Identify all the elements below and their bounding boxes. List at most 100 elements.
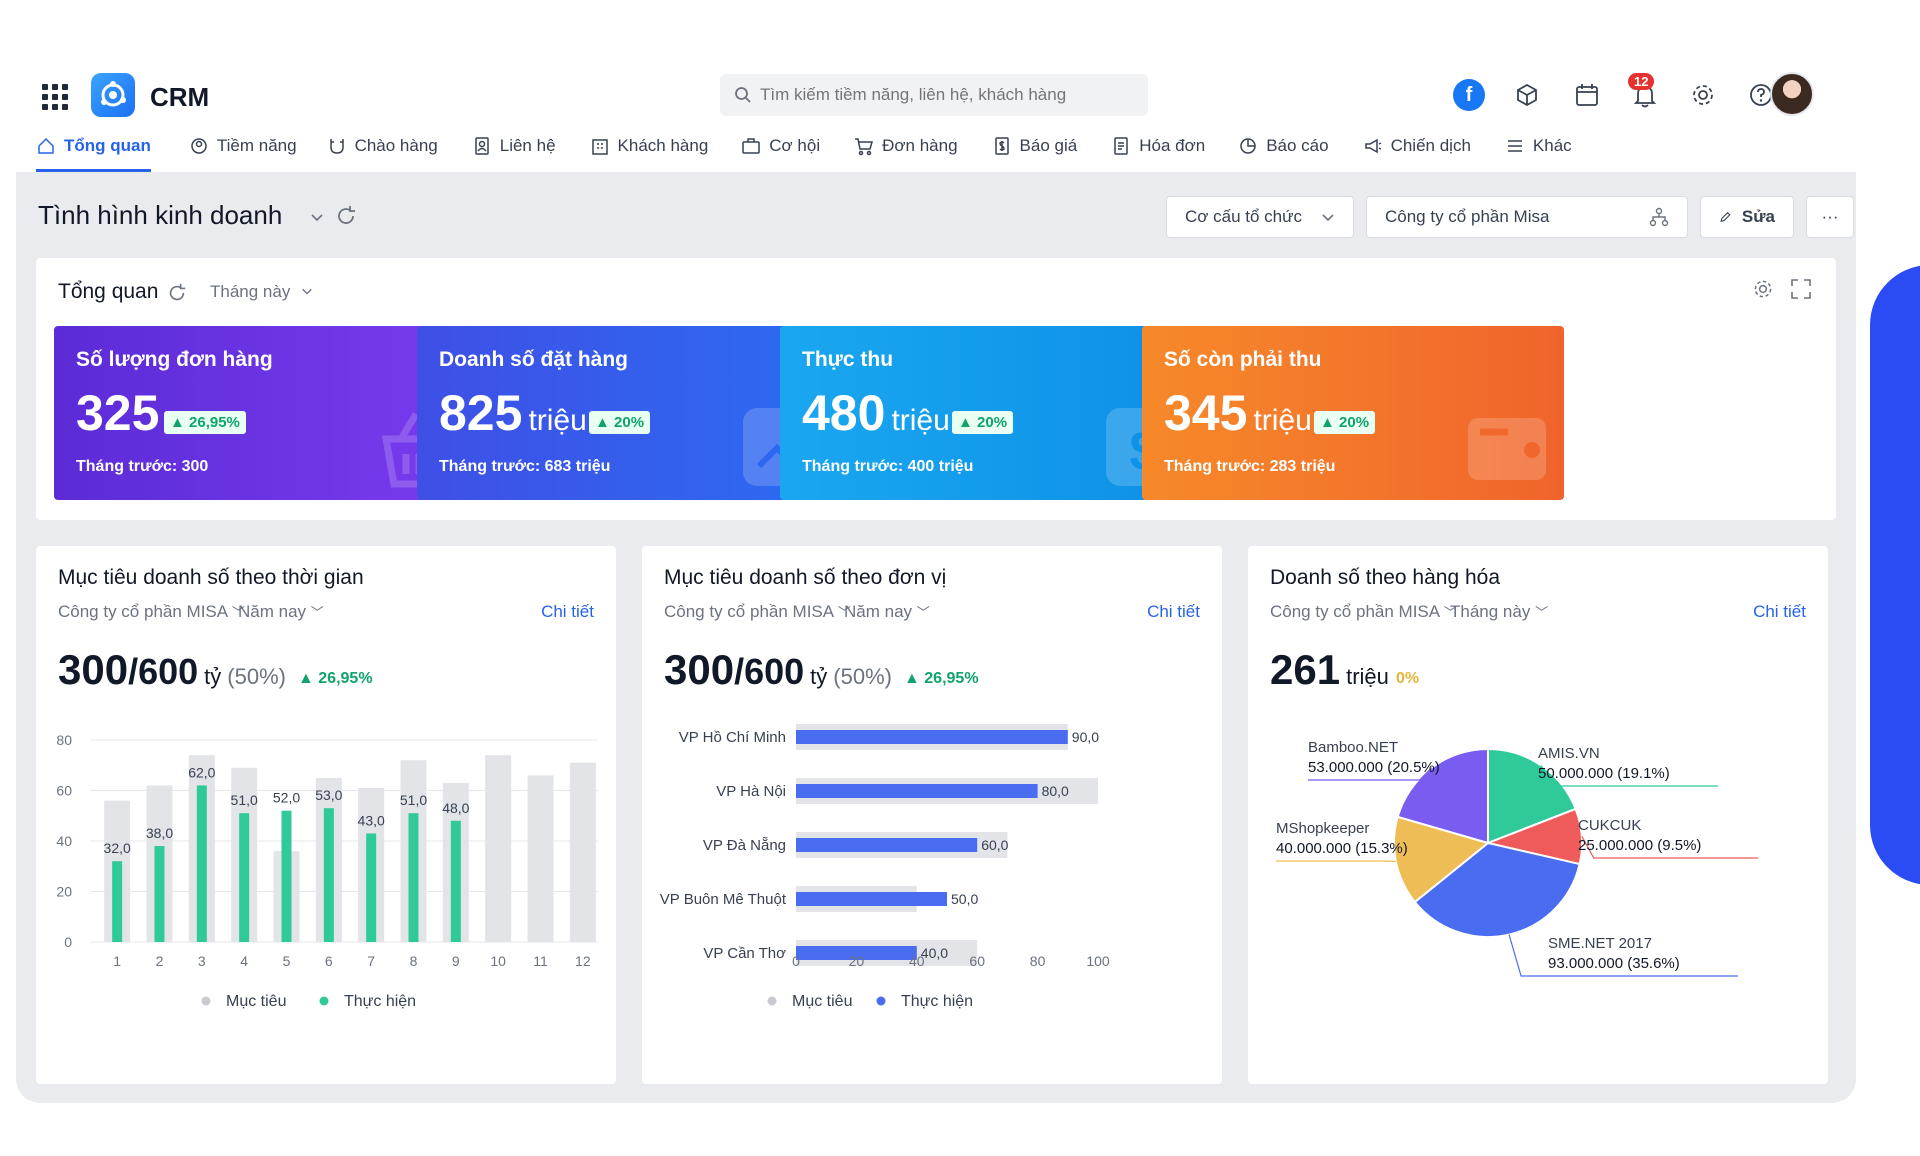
more-button[interactable]: ··· bbox=[1806, 196, 1854, 238]
nav-tab-5[interactable]: Cơ hội bbox=[741, 128, 820, 172]
kpi-title: Doanh số đặt hàng bbox=[439, 348, 628, 371]
unit-label: triệu bbox=[1346, 664, 1389, 689]
nav-tab-7[interactable]: Báo giá bbox=[992, 128, 1077, 172]
home-icon bbox=[38, 137, 54, 154]
x-tick-label: 10 bbox=[490, 953, 506, 969]
kpi-summary: 261 triệu bbox=[1270, 646, 1389, 694]
nav-tab-1[interactable]: Tiềm năng bbox=[189, 128, 297, 172]
gear-icon[interactable] bbox=[1686, 78, 1720, 112]
target-bar bbox=[527, 775, 554, 942]
package-icon[interactable] bbox=[1510, 78, 1544, 112]
chevron-down-icon[interactable] bbox=[310, 210, 324, 224]
actual-bar bbox=[239, 813, 250, 942]
kpi-card-3[interactable]: Số còn phải thu 345 triệu ▲ 20% Tháng trước:… bbox=[1142, 326, 1564, 500]
unit-target-chart: 90,0 VP Hồ Chí Minh 80,0 VP Hà Nội 60,0 VP Đà… bbox=[660, 724, 1110, 1010]
pie-leader-line bbox=[1540, 765, 1718, 787]
kpi-summary: 300/600 tỷ (50%) bbox=[58, 646, 286, 693]
detail-link[interactable]: Chi tiết bbox=[541, 602, 594, 621]
menu-icon bbox=[1507, 140, 1522, 152]
magnet-icon bbox=[329, 139, 344, 154]
refresh-icon[interactable] bbox=[166, 282, 188, 304]
nav-tab-6[interactable]: Đơn hàng bbox=[854, 128, 958, 172]
legend-label: Thực hiện bbox=[901, 993, 973, 1010]
company-filter-label: Công ty cổ phần MISA bbox=[58, 602, 228, 621]
kpi-card-0[interactable]: Số lượng đơn hàng 325 ▲ 26,95% Tháng trước:… bbox=[54, 326, 476, 500]
main-nav: Tổng quan Tiềm năng Chào hàng Liên hệ Khách … bbox=[36, 128, 1572, 172]
kpi-change-badge: ▲ 20% bbox=[589, 411, 651, 434]
crm-logo-icon bbox=[91, 73, 135, 117]
nav-tab-label: Chiến dịch bbox=[1390, 136, 1471, 155]
company-filter[interactable]: Công ty cổ phần MISA ﹀ bbox=[664, 602, 851, 621]
nav-tab-label: Khác bbox=[1532, 136, 1572, 155]
data-label: 53,0 bbox=[315, 787, 342, 803]
x-tick-label: 60 bbox=[969, 953, 985, 969]
actual-bar bbox=[366, 833, 377, 942]
actual-bar bbox=[796, 784, 1038, 798]
nav-tab-10[interactable]: Chiến dịch bbox=[1363, 128, 1471, 172]
panel-title: Doanh số theo hàng hóa bbox=[1270, 566, 1501, 589]
actual-bar bbox=[796, 946, 917, 960]
avatar[interactable] bbox=[1770, 72, 1814, 116]
detail-link[interactable]: Chi tiết bbox=[1147, 602, 1200, 621]
period-select[interactable]: Tháng này bbox=[210, 282, 313, 302]
kpi-card-2[interactable]: Thực thu 480 triệu ▲ 20% Tháng trước: 400 tr… bbox=[780, 326, 1202, 500]
period-filter-label: Năm nay bbox=[844, 602, 913, 621]
org-tree-icon bbox=[1649, 207, 1669, 227]
side-decoration bbox=[1870, 265, 1920, 885]
kpi-previous: Tháng trước: 283 triệu bbox=[1164, 458, 1336, 475]
facebook-icon[interactable]: f bbox=[1453, 79, 1485, 111]
actual-bar bbox=[408, 813, 419, 942]
nav-tab-3[interactable]: Liên hệ bbox=[472, 128, 556, 172]
company-filter[interactable]: Công ty cổ phần MISA ﹀ bbox=[58, 602, 245, 621]
pie-label-value: 40.000.000 (15.3%) bbox=[1276, 840, 1408, 857]
search-box[interactable] bbox=[720, 74, 1148, 116]
nav-tab-11[interactable]: Khác bbox=[1505, 128, 1572, 172]
monthly-target-chart: 0 20 40 60 80 32,0 1 38,0 2 62,0 3 51,0 4 52,0 5 53,0 6 4… bbox=[56, 732, 598, 1010]
company-select[interactable]: Công ty cổ phần Misa bbox=[1366, 196, 1688, 238]
pie-label-value: 50.000.000 (19.1%) bbox=[1538, 765, 1670, 782]
actual-value: 300 bbox=[58, 646, 129, 693]
category-label: VP Hồ Chí Minh bbox=[679, 729, 786, 746]
pie-label-name: Bamboo.NET bbox=[1308, 739, 1398, 756]
apps-grid-icon[interactable] bbox=[42, 84, 68, 110]
kpi-card-1[interactable]: Doanh số đặt hàng 825 triệu ▲ 20% Tháng trướ… bbox=[417, 326, 839, 500]
period-filter[interactable]: Tháng này ﹀ bbox=[1450, 602, 1549, 621]
kpi-value: 345 bbox=[1164, 385, 1248, 441]
edit-button[interactable]: Sửa bbox=[1700, 196, 1794, 238]
kpi-title: Số còn phải thu bbox=[1164, 348, 1322, 371]
legend-label: Mục tiêu bbox=[226, 993, 286, 1010]
period-filter[interactable]: Năm nay ﹀ bbox=[238, 602, 324, 621]
period-label: Tháng này bbox=[210, 282, 291, 301]
nav-tab-label: Tiềm năng bbox=[216, 136, 297, 155]
expand-icon[interactable] bbox=[1790, 278, 1812, 300]
period-filter[interactable]: Năm nay ﹀ bbox=[844, 602, 930, 621]
search-input[interactable] bbox=[760, 74, 1140, 116]
data-label: 32,0 bbox=[104, 840, 131, 856]
nav-tab-2[interactable]: Chào hàng bbox=[327, 128, 438, 172]
category-label: VP Đà Nẵng bbox=[703, 837, 786, 854]
nav-tab-label: Báo cáo bbox=[1266, 136, 1329, 155]
nav-tab-0[interactable]: Tổng quan bbox=[36, 128, 151, 172]
panel-title: Mục tiêu doanh số theo thời gian bbox=[58, 566, 364, 589]
nav-tab-9[interactable]: Báo cáo bbox=[1238, 128, 1329, 172]
kpi-previous: Tháng trước: 400 triệu bbox=[802, 458, 974, 475]
actual-bar bbox=[154, 846, 165, 942]
legend-marker bbox=[319, 996, 329, 1006]
contact-icon bbox=[475, 137, 489, 155]
y-tick-label: 20 bbox=[56, 884, 72, 900]
pie-label-name: SME.NET 2017 bbox=[1548, 935, 1652, 952]
dollar-doc-icon bbox=[994, 137, 1009, 155]
org-structure-select[interactable]: Cơ cấu tổ chức bbox=[1166, 196, 1354, 238]
data-label: 40,0 bbox=[921, 945, 948, 961]
detail-link[interactable]: Chi tiết bbox=[1753, 602, 1806, 621]
gear-icon[interactable] bbox=[1752, 278, 1774, 300]
calendar-icon[interactable] bbox=[1570, 78, 1604, 112]
data-label: 50,0 bbox=[951, 891, 978, 907]
refresh-icon[interactable] bbox=[334, 204, 358, 228]
x-tick-label: 4 bbox=[240, 953, 248, 969]
nav-tab-8[interactable]: Hóa đơn bbox=[1111, 128, 1205, 172]
company-filter[interactable]: Công ty cổ phần MISA ﹀ bbox=[1270, 602, 1457, 621]
x-tick-label: 40 bbox=[909, 953, 925, 969]
nav-tab-4[interactable]: Khách hàng bbox=[590, 128, 708, 172]
